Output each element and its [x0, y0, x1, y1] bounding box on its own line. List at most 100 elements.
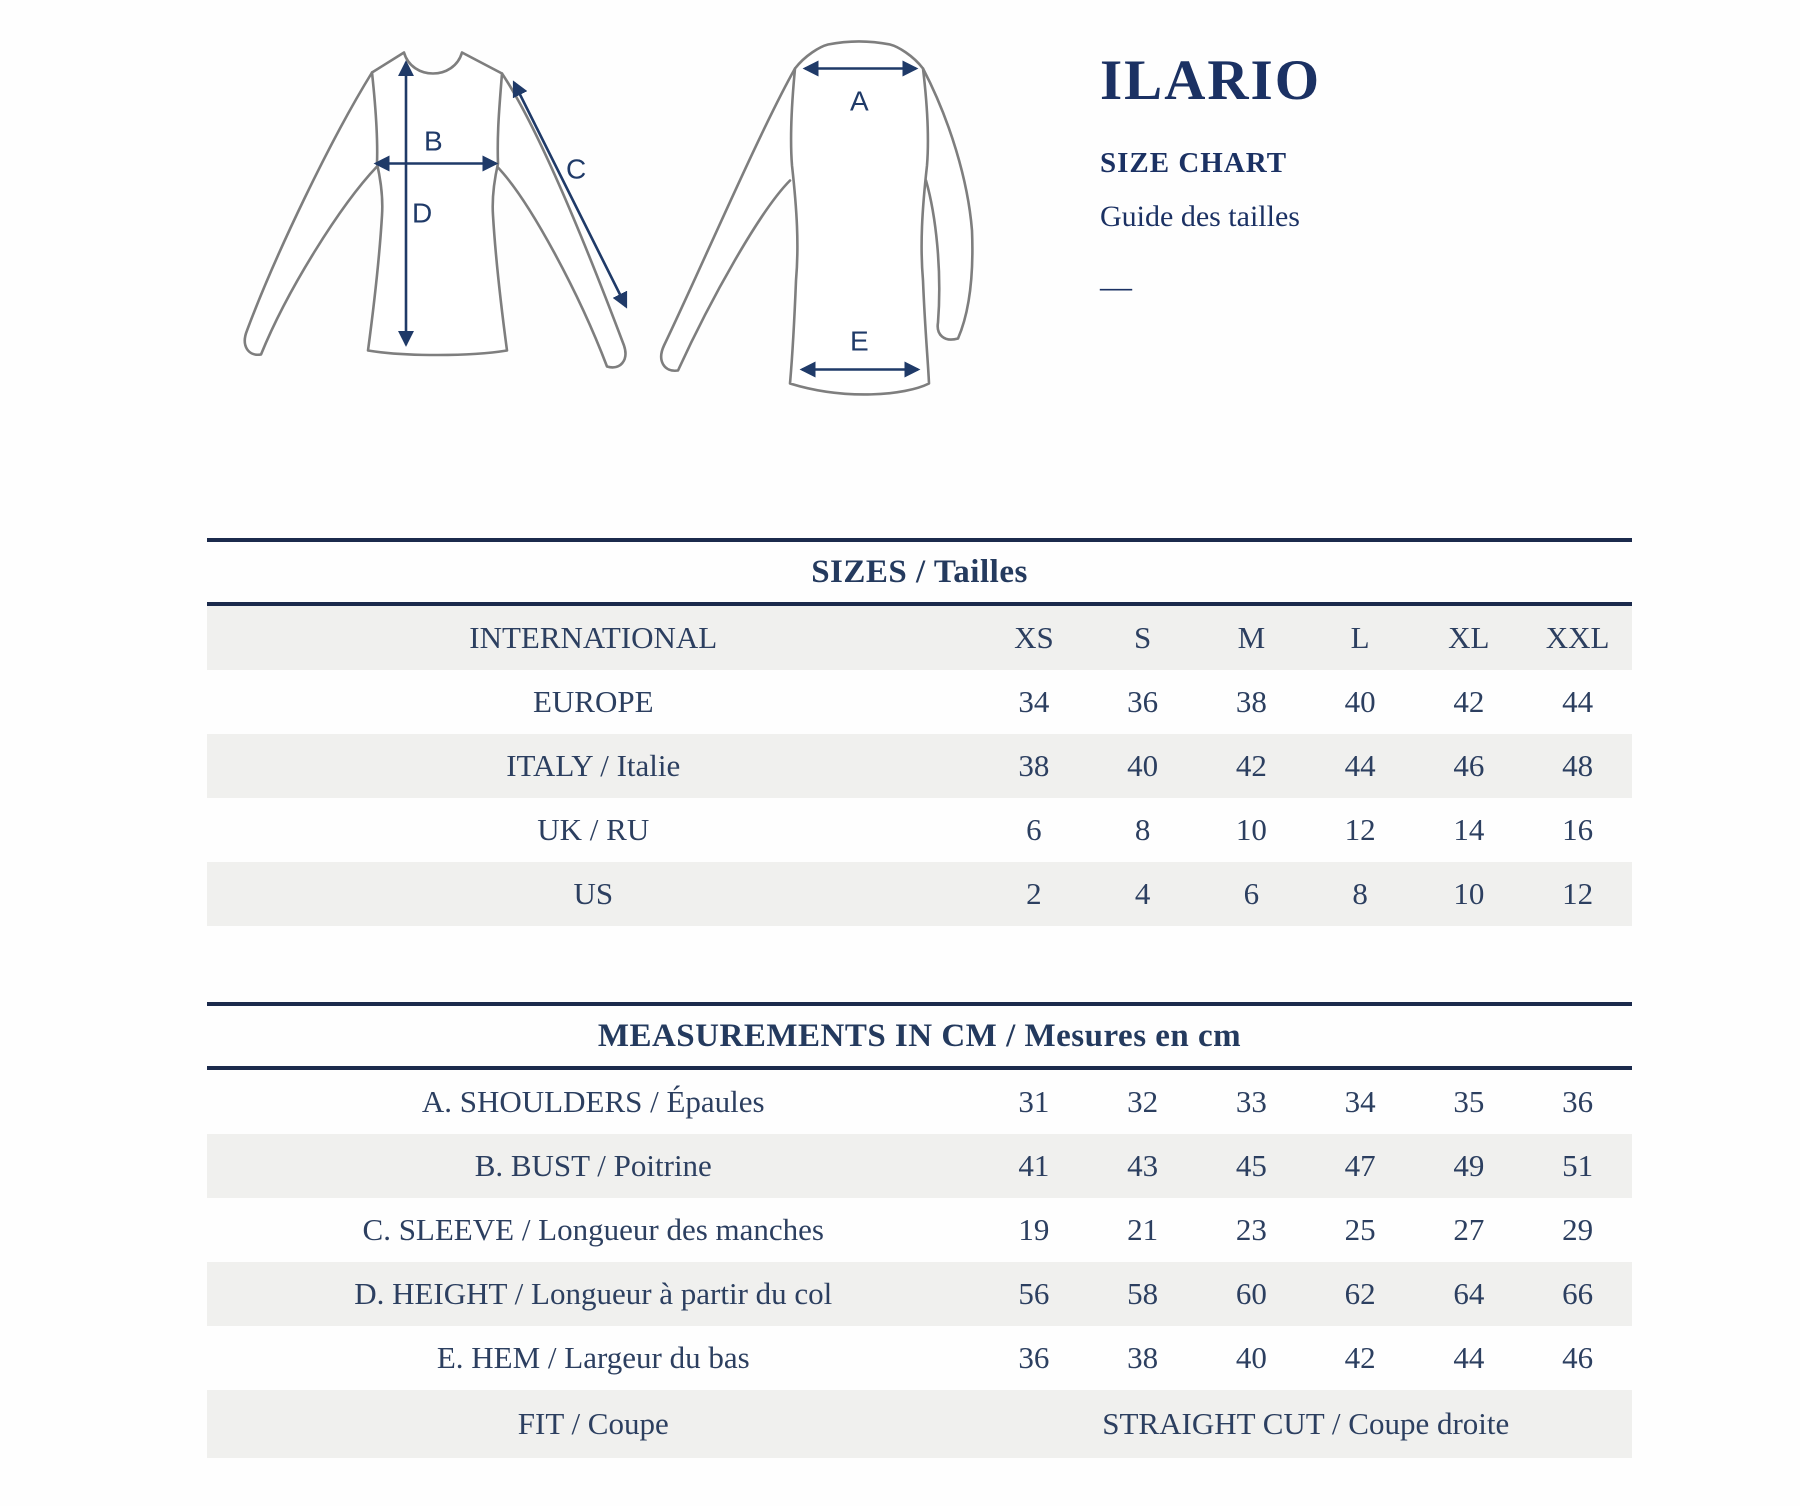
value-cell: 42 — [1235, 748, 1267, 783]
size-chart-heading: SIZE CHART — [1100, 147, 1288, 179]
front-left-sleeve — [243, 71, 379, 356]
value-cell: 27 — [1453, 1212, 1485, 1247]
value-cell: 47 — [1344, 1148, 1376, 1183]
value-cell: 42 — [1453, 684, 1485, 719]
value-cell: 31 — [1018, 1084, 1050, 1119]
value-cell: 10 — [1453, 876, 1485, 911]
fit-row: FIT / Coupe STRAIGHT CUT / Coupe droite — [207, 1390, 1632, 1458]
value-cell: 51 — [1562, 1148, 1594, 1183]
table-row: EUROPE 34 36 38 40 42 44 — [207, 670, 1632, 734]
size-chart-heading-fr: Guide des tailles — [1100, 200, 1300, 233]
value-cell: 62 — [1344, 1276, 1376, 1311]
back-right-sleeve — [921, 67, 974, 341]
value-cell: XL — [1448, 620, 1490, 655]
row-label: B. BUST / Poitrine — [474, 1148, 712, 1183]
value-cell: 41 — [1018, 1148, 1050, 1183]
value-cell: 58 — [1127, 1276, 1159, 1311]
value-cell: 6 — [1026, 812, 1042, 847]
table-row: UK / RU 6 8 10 12 14 16 — [207, 798, 1632, 862]
value-cell: 6 — [1243, 876, 1260, 911]
value-cell: 8 — [1352, 876, 1368, 911]
front-body-outline — [366, 51, 509, 357]
row-label: UK / RU — [537, 812, 650, 847]
value-cell: 40 — [1235, 1340, 1267, 1375]
value-cell: 38 — [1018, 748, 1050, 783]
value-cell: 12 — [1562, 876, 1594, 911]
value-cell: 25 — [1344, 1212, 1376, 1247]
brand-block: ILARIO SIZE CHART Guide des tailles — — [1100, 48, 1321, 305]
value-cell: 46 — [1453, 748, 1485, 783]
value-cell: 23 — [1235, 1212, 1267, 1247]
back-body-outline — [788, 40, 931, 396]
value-cell: 35 — [1453, 1084, 1485, 1119]
row-label: C. SLEEVE / Longueur des manches — [362, 1212, 824, 1247]
value-cell: 44 — [1562, 684, 1594, 719]
garment-diagram: B D C A E — [243, 40, 974, 396]
value-cell: 44 — [1453, 1340, 1485, 1375]
table-row: E. HEM / Largeur du bas 36 38 40 42 44 46 — [207, 1326, 1632, 1390]
value-cell: 49 — [1453, 1148, 1485, 1183]
value-cell: 40 — [1127, 748, 1159, 783]
row-label: ITALY / Italie — [506, 748, 681, 783]
measure-label-d: D — [412, 198, 432, 229]
product-title: ILARIO — [1100, 49, 1322, 112]
value-cell: 40 — [1344, 684, 1376, 719]
measure-label-e: E — [850, 326, 869, 357]
value-cell: 21 — [1127, 1212, 1159, 1247]
value-cell: 48 — [1562, 748, 1594, 783]
value-cell: 12 — [1344, 812, 1376, 847]
measure-label-a: A — [850, 86, 869, 117]
value-cell: 16 — [1562, 812, 1594, 847]
measurements-table-header: MEASUREMENTS IN CM / Mesures en cm — [207, 1002, 1632, 1070]
back-left-sleeve — [659, 67, 797, 372]
value-cell: 4 — [1134, 876, 1151, 911]
table-row: A. SHOULDERS / Épaules 31 32 33 34 35 36 — [207, 1068, 1632, 1134]
value-cell: 46 — [1562, 1340, 1594, 1375]
value-cell: 8 — [1134, 812, 1151, 847]
value-cell: M — [1237, 620, 1266, 655]
value-cell: 38 — [1235, 684, 1267, 719]
table-row: C. SLEEVE / Longueur des manches 19 21 23 25… — [207, 1198, 1632, 1262]
value-cell: 45 — [1235, 1148, 1267, 1183]
value-cell: 36 — [1562, 1084, 1594, 1119]
value-cell: XS — [1014, 620, 1054, 655]
table-row: US 2 4 6 8 10 12 — [207, 862, 1632, 926]
value-cell: 43 — [1127, 1148, 1159, 1183]
row-label: D. HEIGHT / Longueur à partir du col — [354, 1276, 833, 1311]
fit-value: STRAIGHT CUT / Coupe droite — [1102, 1406, 1510, 1441]
row-label: A. SHOULDERS / Épaules — [421, 1084, 765, 1119]
sizes-table-title: SIZES / Tailles — [207, 538, 1632, 606]
divider-dash: — — [1100, 268, 1132, 304]
table-row: B. BUST / Poitrine 41 43 45 47 49 51 — [207, 1134, 1632, 1198]
table-row: ITALY / Italie 38 40 42 44 46 48 — [207, 734, 1632, 798]
value-cell: 60 — [1235, 1276, 1267, 1311]
measure-arrow-c — [512, 80, 628, 309]
measurements-table: MEASUREMENTS IN CM / Mesures en cm A. SH… — [207, 1002, 1632, 1458]
value-cell: 66 — [1562, 1276, 1594, 1311]
value-cell: L — [1350, 620, 1370, 655]
measure-label-b: B — [424, 126, 443, 157]
measure-label-c: C — [566, 154, 586, 185]
value-cell: 44 — [1344, 748, 1376, 783]
value-cell: 10 — [1235, 812, 1267, 847]
value-cell: 42 — [1344, 1340, 1376, 1375]
garment-back-view: A E — [659, 40, 974, 396]
value-cell: S — [1133, 620, 1152, 655]
value-cell: 34 — [1018, 684, 1050, 719]
row-label: FIT / Coupe — [517, 1406, 669, 1441]
row-label: US — [573, 876, 614, 911]
row-label: EUROPE — [532, 684, 654, 719]
row-label: INTERNATIONAL — [469, 620, 718, 655]
value-cell: 29 — [1562, 1212, 1594, 1247]
sizes-table-header: SIZES / Tailles — [207, 538, 1632, 606]
table-row: INTERNATIONAL XS S M L XL XXL — [207, 604, 1632, 670]
front-right-sleeve — [495, 72, 627, 369]
value-cell: 14 — [1453, 812, 1485, 847]
value-cell: XXL — [1545, 620, 1610, 655]
value-cell: 34 — [1344, 1084, 1376, 1119]
value-cell: 33 — [1235, 1084, 1267, 1119]
value-cell: 38 — [1127, 1340, 1159, 1375]
value-cell: 36 — [1018, 1340, 1050, 1375]
table-row: D. HEIGHT / Longueur à partir du col 56 58… — [207, 1262, 1632, 1326]
